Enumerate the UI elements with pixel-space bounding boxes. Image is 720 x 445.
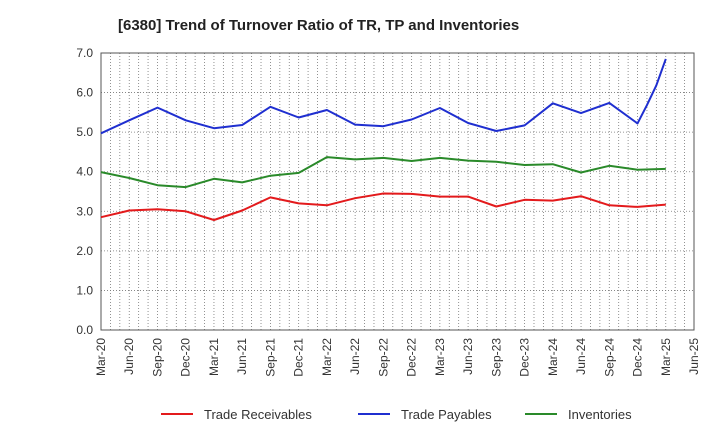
chart-title: [6380] Trend of Turnover Ratio of TR, TP… xyxy=(118,17,519,34)
x-tick-label: Mar-20 xyxy=(94,338,108,376)
x-tick-label: Sep-22 xyxy=(376,338,390,377)
x-tick-label: Mar-25 xyxy=(659,338,673,376)
y-tick-label: 2.0 xyxy=(76,244,93,258)
plot-border xyxy=(100,52,695,331)
y-tick-label: 4.0 xyxy=(76,165,93,179)
x-tick-label: Sep-21 xyxy=(263,338,277,377)
y-tick-label: 5.0 xyxy=(76,125,93,139)
x-tick-label: Jun-23 xyxy=(461,338,475,375)
x-tick-label: Dec-23 xyxy=(518,338,532,377)
series-line-inventories xyxy=(100,156,666,189)
x-tick-label: Sep-24 xyxy=(602,338,616,377)
legend: Trade Receivables Trade Payables Inventori… xyxy=(161,407,632,422)
legend-label: Trade Payables xyxy=(401,407,492,422)
series-line-trade-receivables xyxy=(100,192,666,221)
x-tick-label: Jun-22 xyxy=(348,338,362,375)
x-tick-label: Sep-23 xyxy=(489,338,503,377)
x-tick-label: Mar-22 xyxy=(320,338,334,376)
x-tick-label: Dec-22 xyxy=(405,338,419,377)
y-tick-label: 0.0 xyxy=(76,323,93,337)
grid xyxy=(101,52,694,331)
plot-area xyxy=(101,53,694,330)
x-tick-label: Mar-24 xyxy=(546,338,560,376)
x-tick-label: Dec-20 xyxy=(179,338,193,377)
y-tick-label: 7.0 xyxy=(76,46,93,60)
axes: 0.0 1.0 2.0 3.0 4.0 5.0 6.0 7.0 Mar-20 Jun-20 Sep-… xyxy=(76,46,701,377)
legend-label: Trade Receivables xyxy=(204,407,312,422)
x-tick-label: Jun-25 xyxy=(687,338,701,375)
y-tick-label: 3.0 xyxy=(76,204,93,218)
series-lines xyxy=(100,58,667,221)
x-tick-label: Jun-21 xyxy=(235,338,249,375)
x-tick-label: Dec-21 xyxy=(292,338,306,377)
y-tick-label: 6.0 xyxy=(76,86,93,100)
series-line-trade-payables xyxy=(100,58,667,135)
x-tick-label: Mar-21 xyxy=(207,338,221,376)
x-tick-label: Mar-23 xyxy=(433,338,447,376)
y-tick-label: 1.0 xyxy=(76,283,93,297)
legend-label: Inventories xyxy=(568,407,632,422)
x-tick-label: Dec-24 xyxy=(631,338,645,377)
x-tick-label: Jun-20 xyxy=(122,338,136,375)
x-tick-label: Jun-24 xyxy=(574,338,588,375)
x-tick-label: Sep-20 xyxy=(150,338,164,377)
